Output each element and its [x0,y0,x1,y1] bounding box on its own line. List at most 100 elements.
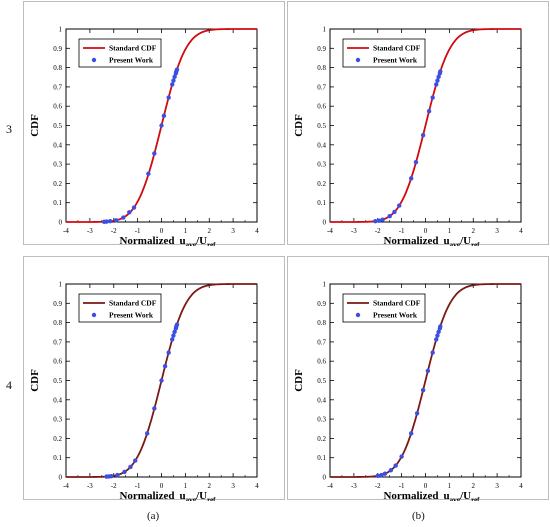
row-label-4: 4 [6,378,12,392]
x-tick-label: -3 [351,482,357,490]
data-point [397,203,402,208]
data-point [170,82,175,87]
chart-panel-4b: -4 -3 -2 -1 0 1 2 3 4 0 0.1 0.2 0.3 0.4 0.5 0.6 0.7 0.8 0.… [287,256,549,502]
y-tick-label: 0.3 [317,161,326,169]
y-tick-label: 0.7 [317,83,326,91]
data-point [413,159,419,165]
data-point [133,458,138,463]
x-axis-label: Normalized uavg/Uref [383,490,480,501]
data-point [436,329,441,335]
legend-label: Standard CDF [373,44,421,53]
data-point [408,431,414,436]
x-tick-label: 1 [184,227,188,235]
cdf-chart-4b: -4 -3 -2 -1 0 1 2 3 4 0 0.1 0.2 0.3 0.4 0.5 0.6 0.7 0.8 0.… [293,281,523,502]
row-label-3: 3 [6,122,12,136]
y-tick-label: 0.1 [53,454,62,462]
data-point [161,113,167,119]
y-tick-label: 0.6 [53,358,62,366]
legend-label: Present Work [373,56,418,65]
x-axis-label-ref-sub: ref [207,496,216,501]
y-tick-label: 0.9 [317,45,326,53]
data-point [408,176,414,181]
y-tick-label: 0.9 [53,300,62,308]
cdf-chart-3a: -4 -3 -2 -1 0 1 2 3 4 0 0.1 0.2 0.3 0.4 0.5 0.6 0.7 0.8 0.… [29,26,259,247]
x-tick-label: -3 [87,227,93,235]
x-tick-label: -3 [351,227,357,235]
data-point [435,333,440,338]
data-point [438,324,443,329]
data-point [152,151,157,156]
x-tick-label: -4 [63,482,69,490]
x-axis-label-sep: /U [195,235,207,246]
y-tick-label: 0.6 [317,358,326,366]
data-point [414,411,420,416]
cdf-chart-4a: -4 -3 -2 -1 0 1 2 3 4 0 0.1 0.2 0.3 0.4 0.5 0.6 0.7 0.8 0.… [29,281,259,502]
data-point [387,214,392,219]
y-tick-label: 0.8 [53,64,62,72]
legend-label: Standard CDF [373,299,421,308]
y-tick-label: 0.1 [317,454,326,462]
x-axis-label: Normalized uavg/Uref [383,235,480,246]
x-axis-label-u: u [179,235,185,246]
x-axis-label-sep: /U [459,490,471,501]
y-tick-label: 0.8 [317,319,326,327]
data-point [174,67,180,72]
x-axis-label-u-sub: avg [450,496,461,501]
data-point [379,472,384,478]
y-tick-label: 0.6 [317,103,326,111]
y-tick-label: 0.1 [317,199,326,207]
data-point [170,337,175,342]
data-point [159,378,164,383]
x-axis-label-prefix: Normalized [119,235,174,246]
x-tick-label: -1 [399,227,405,235]
y-tick-label: 0.8 [53,319,62,327]
data-point [107,219,113,224]
y-tick-label: 0.4 [317,396,326,404]
legend-label: Standard CDF [109,44,157,53]
data-point [122,469,127,475]
x-axis-label-prefix: Normalized [383,235,438,246]
chart-panel-3b: -4 -3 -2 -1 0 1 2 3 4 0 0.1 0.2 0.3 0.4 0.5 0.6 0.7 0.8 0.… [287,1,549,246]
y-axis-label: CDF [293,114,305,137]
chart-panel-3a: -4 -3 -2 -1 0 1 2 3 4 0 0.1 0.2 0.3 0.4 0.5 0.6 0.7 0.8 0.… [23,1,285,247]
x-tick-label: 1 [184,482,188,490]
y-tick-label: 0.6 [53,103,62,111]
column-label-b: (b) [412,510,425,522]
legend-marker-swatch [355,57,361,63]
x-tick-label: -2 [111,482,117,490]
chart-panel-4a: -4 -3 -2 -1 0 1 2 3 4 0 0.1 0.2 0.3 0.4 0.5 0.6 0.7 0.8 0.… [23,256,285,502]
x-tick-label: -1 [399,482,405,490]
x-tick-label: 2 [472,227,476,235]
data-point [127,210,132,215]
x-tick-label: 3 [495,482,499,490]
data-point [425,368,431,374]
data-point [162,364,168,369]
data-point [152,406,157,411]
x-tick-label: 0 [424,227,428,235]
x-tick-label: 0 [160,227,164,235]
data-point [435,78,440,83]
legend-label: Present Work [109,56,154,65]
x-tick-label: -4 [327,227,333,235]
y-tick-label: 0 [323,219,327,227]
y-tick-label: 0.8 [317,64,326,72]
x-tick-label: 3 [231,227,235,235]
data-point [109,474,114,479]
x-tick-label: -2 [375,227,381,235]
x-tick-label: 0 [160,482,164,490]
legend-box [78,38,162,68]
legend-marker-swatch [91,312,97,318]
data-point [420,132,426,138]
y-tick-label: 0.2 [53,180,62,188]
legend-box [342,293,426,323]
y-tick-label: 0.7 [53,338,62,346]
y-tick-label: 0 [59,219,63,227]
x-tick-label: 1 [448,482,452,490]
y-axis-label: CDF [293,369,305,392]
data-point [382,471,388,476]
y-tick-label: 0.4 [317,141,326,149]
data-point [104,219,109,224]
data-point [166,350,171,355]
data-point [392,209,397,215]
data-point [376,218,382,223]
